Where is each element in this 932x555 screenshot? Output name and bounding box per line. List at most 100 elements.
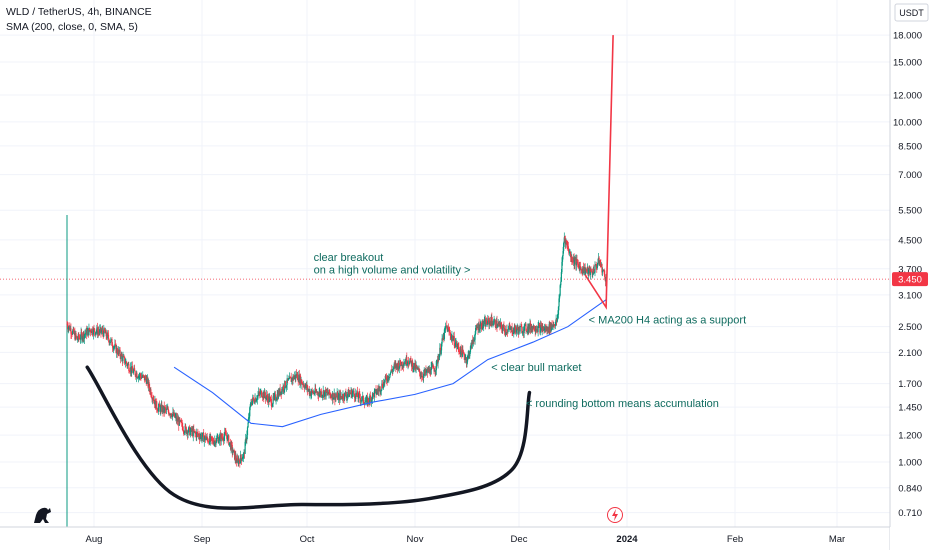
candle-body <box>249 404 251 408</box>
candle-body <box>78 334 80 338</box>
candle-body <box>260 390 262 392</box>
candle-body <box>551 324 553 327</box>
y-tick-label: 1.000 <box>898 458 922 469</box>
candle-body <box>420 375 422 378</box>
candle-body <box>178 418 180 426</box>
candle-body <box>119 349 121 357</box>
candle-body <box>238 459 240 461</box>
candle-body <box>392 368 394 372</box>
candle-body <box>75 333 77 337</box>
candle-body <box>430 367 432 375</box>
candle-body <box>272 396 274 404</box>
candle-body <box>346 394 349 396</box>
candle-body <box>601 263 603 273</box>
candle-body <box>252 397 254 402</box>
candle-body <box>456 346 458 348</box>
candle-body <box>474 333 476 340</box>
candle-body <box>438 358 440 361</box>
grid-lines <box>0 0 890 527</box>
candle-body <box>451 335 454 341</box>
candle-body <box>475 328 477 334</box>
candle-body <box>190 428 192 431</box>
candle-body <box>128 364 130 371</box>
candle-body <box>376 389 378 393</box>
candle-body <box>576 262 579 263</box>
candle-body <box>603 270 605 275</box>
candle-body <box>207 438 209 442</box>
candle-body <box>110 339 112 343</box>
candle-body <box>156 401 158 410</box>
candle-body <box>138 375 140 377</box>
candle-body <box>440 343 443 351</box>
candle-body <box>598 257 600 264</box>
y-tick-label: 12.000 <box>893 91 922 102</box>
candle-body <box>164 407 166 409</box>
candle-body <box>523 326 525 333</box>
candle-body <box>464 356 466 360</box>
candle-body <box>117 352 119 355</box>
candle-body <box>487 318 489 325</box>
candle-body <box>251 401 253 405</box>
candle-body <box>486 320 488 324</box>
candle-body <box>198 434 200 438</box>
candle-body <box>114 344 116 347</box>
candle-body <box>392 367 395 369</box>
candle-body <box>345 392 347 396</box>
candle-body <box>398 362 400 370</box>
candle-body <box>388 377 390 380</box>
candle-body <box>174 412 176 418</box>
candle-body <box>81 333 83 340</box>
candle-body <box>361 396 363 401</box>
candle-body <box>239 454 242 464</box>
drawings[interactable] <box>85 35 614 510</box>
symbol-title: WLD / TetherUS, 4h, BINANCE <box>6 6 152 18</box>
candle-body <box>385 375 387 378</box>
candle-body <box>220 434 222 442</box>
candle-body <box>295 374 297 379</box>
candle-body <box>381 383 384 388</box>
candle-body <box>155 401 157 409</box>
candle-body <box>387 376 389 380</box>
candle-body <box>476 327 478 329</box>
candle-body <box>316 391 318 394</box>
candle-body <box>113 346 115 348</box>
candle-body <box>562 251 564 257</box>
candle-body <box>284 381 286 388</box>
candle-body <box>313 393 316 395</box>
candle-body <box>565 240 567 245</box>
candle-body <box>531 326 533 331</box>
candle-body <box>76 336 78 340</box>
candle-body <box>214 440 216 445</box>
candle-body <box>467 354 469 357</box>
last-price-label: 3.450 <box>898 275 922 286</box>
candle-body <box>231 444 233 453</box>
candle-body <box>334 396 337 401</box>
candle-body <box>363 402 365 404</box>
candle-body <box>234 450 236 460</box>
candle-body <box>107 333 109 335</box>
candle-body <box>567 245 569 247</box>
candle-body <box>80 332 82 339</box>
candle-body <box>188 427 190 432</box>
candle-body <box>450 336 452 339</box>
candle-body <box>96 327 98 332</box>
candle-body <box>72 330 74 335</box>
candle-body <box>423 373 425 378</box>
candle-body <box>369 395 371 397</box>
candle-body <box>528 324 530 332</box>
candle-body <box>441 338 443 344</box>
candle-body <box>547 327 549 332</box>
candle-body <box>167 408 169 412</box>
candle-body <box>335 396 338 398</box>
candle-body <box>99 329 101 333</box>
candle-body <box>211 437 213 440</box>
candle-body <box>185 427 187 434</box>
candle-body <box>550 324 553 331</box>
candle-body <box>503 325 505 328</box>
candle-body <box>164 407 166 412</box>
candle-body <box>409 360 411 365</box>
candle-body <box>500 322 502 325</box>
candle-body <box>501 324 503 329</box>
